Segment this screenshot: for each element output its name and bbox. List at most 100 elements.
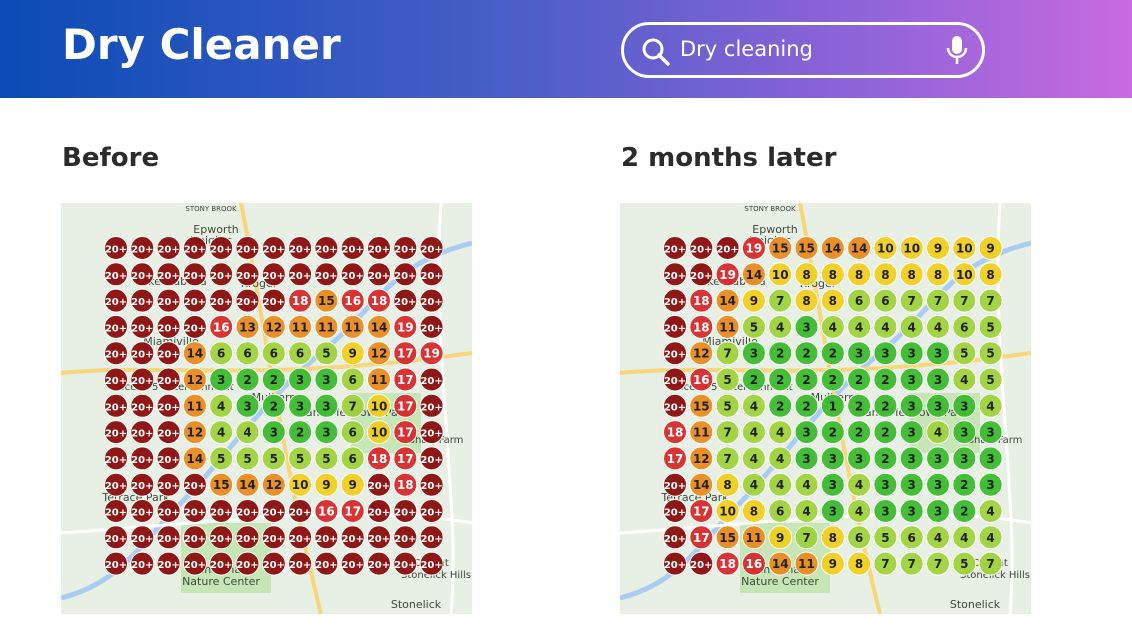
rank-marker (261, 551, 286, 576)
rank-marker (847, 420, 872, 445)
rank-label: 20+ (664, 350, 686, 361)
rank-label: 20+ (131, 350, 153, 361)
rank-label: 4 (855, 505, 863, 519)
rank-label: 5 (296, 452, 304, 466)
rank-label: 3 (960, 399, 968, 413)
rank-label: 20+ (420, 429, 442, 440)
rank-label: 7 (349, 399, 357, 413)
rank-marker (715, 341, 740, 366)
rank-marker (794, 420, 819, 445)
rank-marker (182, 472, 207, 497)
rank-marker (209, 288, 234, 313)
rank-marker (741, 262, 766, 287)
rank-label: 20+ (184, 271, 206, 282)
rank-label: 5 (881, 531, 889, 545)
rank-label: 2 (855, 399, 863, 413)
rank-marker (847, 262, 872, 287)
rank-marker (820, 446, 845, 471)
rank-label: 20+ (184, 245, 206, 256)
rank-label: 20+ (131, 323, 153, 334)
mic-icon[interactable] (946, 35, 968, 67)
rank-marker (978, 341, 1003, 366)
rank-label: 12 (693, 347, 710, 361)
rank-marker (663, 446, 687, 471)
rank-marker (393, 446, 418, 471)
rank-label: 10 (371, 426, 388, 440)
rank-label: 3 (881, 478, 889, 492)
rank-label: 3 (855, 347, 863, 361)
panel-title: 2 months later (621, 143, 837, 173)
rank-marker (419, 367, 444, 392)
rank-label: 7 (908, 557, 916, 571)
rank-label: 3 (296, 399, 304, 413)
rank-marker (768, 446, 793, 471)
rank-marker (393, 262, 418, 287)
rank-marker (419, 341, 444, 366)
rank-marker (689, 262, 714, 287)
rank-marker (741, 499, 766, 523)
rank-marker (663, 472, 687, 497)
rank-label: 6 (855, 294, 863, 308)
rank-label: 20+ (184, 508, 206, 519)
rank-marker (952, 236, 977, 260)
rank-label: 3 (829, 452, 837, 466)
rank-label: 20+ (368, 508, 390, 519)
rank-marker (393, 367, 418, 392)
search-box[interactable]: Dry cleaning (621, 22, 985, 78)
rank-label: 10 (956, 242, 973, 256)
rank-label: 18 (371, 294, 388, 308)
rank-label: 20+ (315, 271, 337, 282)
rank-marker (182, 420, 207, 445)
rank-marker (393, 314, 418, 339)
rank-label: 4 (750, 452, 758, 466)
rank-label: 20+ (664, 402, 686, 413)
rank-marker (104, 499, 128, 523)
rank-label: 3 (802, 320, 810, 334)
rank-marker (847, 288, 872, 313)
rank-marker (715, 551, 740, 576)
rank-label: 7 (723, 452, 731, 466)
rank-marker (235, 393, 260, 418)
rank-label: 18 (667, 426, 684, 440)
map-label: Nature Center (741, 575, 819, 588)
rank-label: 20+ (420, 323, 442, 334)
rank-marker (847, 314, 872, 339)
rank-marker (393, 551, 418, 576)
rank-marker (209, 525, 234, 550)
rank-label: 5 (217, 452, 225, 466)
rank-label: 20+ (263, 534, 285, 545)
search-text[interactable]: Dry cleaning (680, 37, 813, 61)
rank-marker (314, 472, 339, 497)
rank-label: 2 (960, 478, 968, 492)
rank-label: 20+ (342, 245, 364, 256)
rank-label: 20+ (131, 455, 153, 466)
rank-marker (209, 341, 234, 366)
rank-label: 20+ (157, 560, 179, 571)
rank-marker (794, 551, 819, 576)
rank-label: 7 (723, 426, 731, 440)
rank-marker (794, 314, 819, 339)
rank-label: 19 (397, 320, 414, 334)
rank-marker (820, 472, 845, 497)
rank-marker (689, 341, 714, 366)
rank-label: 20+ (342, 560, 364, 571)
rank-marker (182, 262, 207, 287)
rank-label: 20+ (105, 429, 127, 440)
rank-label: 3 (881, 505, 889, 519)
map-label: STONY BROOK (744, 205, 796, 213)
rank-marker (741, 236, 766, 260)
rank-marker (820, 393, 845, 418)
rank-label: 5 (270, 452, 278, 466)
rank-marker (182, 341, 207, 366)
rank-label: 3 (881, 347, 889, 361)
rank-marker (899, 341, 924, 366)
rank-marker (130, 525, 155, 550)
rank-label: 11 (187, 399, 204, 413)
rank-label: 3 (934, 505, 942, 519)
rank-label: 20+ (210, 297, 232, 308)
rank-label: 6 (243, 347, 251, 361)
rank-label: 3 (322, 399, 330, 413)
rank-marker (794, 525, 819, 550)
rank-label: 4 (855, 478, 863, 492)
rank-label: 5 (960, 557, 968, 571)
